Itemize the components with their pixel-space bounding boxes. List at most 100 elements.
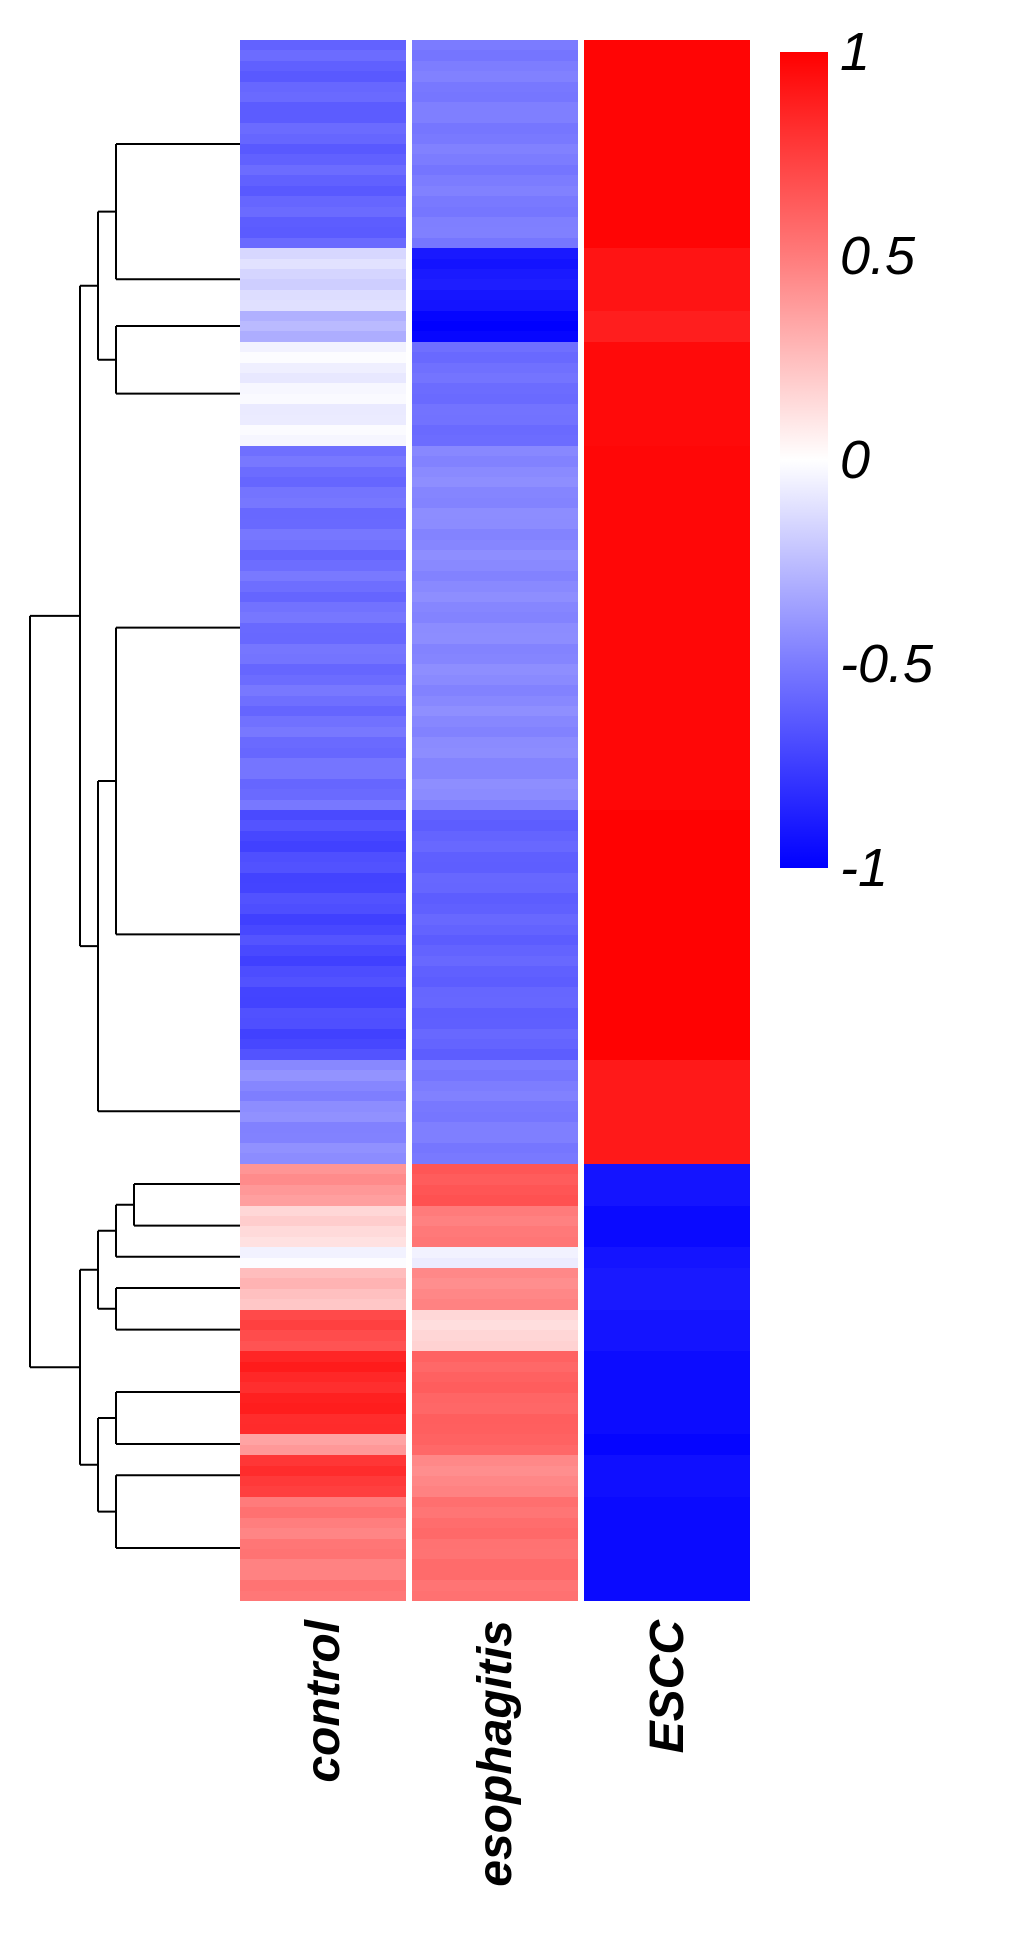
heatmap-cell (584, 92, 750, 102)
heatmap-cell (412, 456, 578, 466)
heatmap-cell (240, 893, 406, 903)
heatmap-cell (584, 217, 750, 227)
heatmap-cell (584, 61, 750, 71)
heatmap-cell (240, 1518, 406, 1528)
heatmap-cell (240, 820, 406, 830)
heatmap-cell (240, 852, 406, 862)
heatmap-cell (412, 102, 578, 112)
heatmap-cell (240, 404, 406, 414)
heatmap-cell (240, 1476, 406, 1486)
heatmap-cell (412, 519, 578, 529)
heatmap-cell (240, 311, 406, 321)
heatmap-cell (240, 737, 406, 747)
heatmap-cell (412, 1372, 578, 1382)
heatmap-cell (240, 331, 406, 341)
heatmap-cell (240, 1559, 406, 1569)
colorbar-tick-label: -1 (840, 837, 888, 899)
heatmap-cell (412, 852, 578, 862)
heatmap-cell (412, 404, 578, 414)
heatmap-cell (240, 435, 406, 445)
heatmap-cell (412, 311, 578, 321)
heatmap-cell (584, 1101, 750, 1111)
heatmap-cell (584, 300, 750, 310)
heatmap-cell (240, 123, 406, 133)
heatmap-cell (584, 664, 750, 674)
heatmap-cell (412, 1403, 578, 1413)
heatmap-cell (240, 508, 406, 518)
heatmap-cell (412, 321, 578, 331)
heatmap-cell (240, 540, 406, 550)
heatmap-cell (240, 1591, 406, 1601)
heatmap-cell (584, 1341, 750, 1351)
heatmap-cell (412, 1486, 578, 1496)
heatmap-cell (584, 1206, 750, 1216)
heatmap-cell (584, 675, 750, 685)
heatmap-cell (412, 134, 578, 144)
heatmap-cell (584, 425, 750, 435)
heatmap-cell (584, 1518, 750, 1528)
heatmap-cell (240, 227, 406, 237)
heatmap-cell (240, 1424, 406, 1434)
heatmap-cell (240, 477, 406, 487)
heatmap-cell (584, 102, 750, 112)
heatmap-column (584, 40, 750, 1600)
heatmap-cell (240, 1278, 406, 1288)
heatmap-cell (584, 1486, 750, 1496)
heatmap-column (240, 40, 406, 1600)
heatmap-cell (584, 279, 750, 289)
heatmap-cell (240, 654, 406, 664)
heatmap-cell (412, 1049, 578, 1059)
heatmap-cell (240, 644, 406, 654)
heatmap-cell (584, 1539, 750, 1549)
heatmap-cell (584, 352, 750, 362)
heatmap-cell (412, 1320, 578, 1330)
heatmap-cell (412, 706, 578, 716)
heatmap-cell (584, 1299, 750, 1309)
heatmap-cell (584, 581, 750, 591)
heatmap-cell (584, 1476, 750, 1486)
heatmap-cell (584, 644, 750, 654)
heatmap-cell (412, 1559, 578, 1569)
heatmap-cell (412, 446, 578, 456)
heatmap-cell (412, 175, 578, 185)
heatmap-cell (412, 612, 578, 622)
heatmap-cell (584, 727, 750, 737)
heatmap-cell (584, 259, 750, 269)
heatmap-cell (412, 696, 578, 706)
heatmap-cell (584, 269, 750, 279)
heatmap-cell (584, 945, 750, 955)
heatmap-cell (412, 154, 578, 164)
heatmap-cell (412, 144, 578, 154)
heatmap-cell (584, 862, 750, 872)
heatmap-cell (584, 404, 750, 414)
heatmap-cell (412, 1497, 578, 1507)
heatmap-cell (240, 779, 406, 789)
heatmap-cell (584, 1008, 750, 1018)
heatmap-cell (584, 175, 750, 185)
heatmap-cell (412, 1029, 578, 1039)
heatmap-cell (412, 560, 578, 570)
heatmap-cell (412, 1289, 578, 1299)
heatmap-cell (240, 873, 406, 883)
heatmap-cell (240, 1081, 406, 1091)
heatmap-cell (412, 1185, 578, 1195)
heatmap-cell (240, 352, 406, 362)
heatmap-cell (412, 1518, 578, 1528)
heatmap-cell (240, 186, 406, 196)
heatmap-cell (240, 1403, 406, 1413)
heatmap-cell (240, 446, 406, 456)
heatmap-cell (240, 831, 406, 841)
heatmap-cell (240, 1143, 406, 1153)
heatmap-cell (584, 873, 750, 883)
heatmap-cell (240, 675, 406, 685)
colorbar-tick-label: 0 (840, 429, 870, 491)
heatmap-cell (412, 186, 578, 196)
heatmap-cell (412, 1341, 578, 1351)
heatmap-cell (240, 560, 406, 570)
heatmap-cell (240, 238, 406, 248)
heatmap-cell (412, 383, 578, 393)
heatmap-cell (412, 1070, 578, 1080)
heatmap-cell (584, 654, 750, 664)
heatmap-cell (412, 1424, 578, 1434)
heatmap-cell (240, 1247, 406, 1257)
